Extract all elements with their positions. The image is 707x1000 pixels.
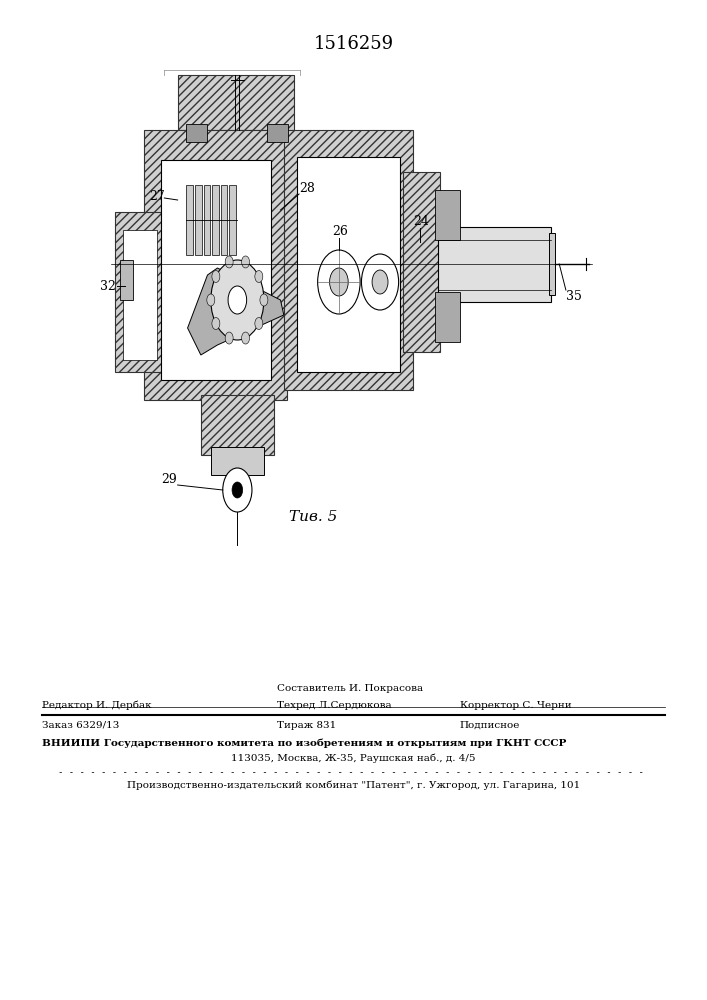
Circle shape [207, 294, 215, 306]
Bar [122, 230, 157, 360]
Bar [403, 172, 440, 352]
Text: 28: 28 [299, 182, 315, 195]
Bar [186, 185, 193, 255]
Bar [212, 185, 218, 255]
Bar [297, 157, 400, 372]
Text: Техред Л.Сердюкова: Техред Л.Сердюкова [277, 701, 392, 710]
Circle shape [232, 482, 243, 498]
Text: 1516259: 1516259 [313, 35, 394, 53]
Circle shape [372, 270, 388, 294]
Text: ВНИИПИ Государственного комитета по изобретениям и открытиям при ГКНТ СССР: ВНИИПИ Государственного комитета по изоб… [42, 738, 566, 748]
Bar [115, 212, 164, 372]
Text: Τив. 5: Τив. 5 [289, 510, 338, 524]
Circle shape [260, 294, 268, 306]
Text: 26: 26 [332, 225, 348, 238]
Circle shape [329, 268, 348, 296]
Bar [177, 75, 294, 130]
Circle shape [242, 332, 250, 344]
Text: Производственно-издательский комбинат "Патент", г. Ужгород, ул. Гагарина, 101: Производственно-издательский комбинат "П… [127, 780, 580, 790]
Text: Подписное: Подписное [460, 721, 520, 730]
Circle shape [225, 256, 233, 268]
Bar [549, 233, 554, 295]
Circle shape [242, 256, 250, 268]
Bar [144, 130, 287, 400]
Bar [186, 124, 207, 142]
Circle shape [255, 318, 263, 330]
Text: Составитель И. Покрасова: Составитель И. Покрасова [277, 684, 423, 693]
Text: 35: 35 [566, 290, 582, 303]
Bar [161, 160, 271, 380]
Bar [120, 260, 133, 300]
Bar [201, 395, 274, 455]
Circle shape [255, 270, 263, 282]
Circle shape [212, 318, 220, 330]
Circle shape [212, 270, 220, 282]
Text: 24: 24 [413, 215, 429, 228]
Circle shape [223, 468, 252, 512]
Circle shape [225, 332, 233, 344]
Text: Тираж 831: Тираж 831 [277, 721, 337, 730]
Bar [229, 185, 236, 255]
Text: 113035, Москва, Ж-35, Раушская наб., д. 4/5: 113035, Москва, Ж-35, Раушская наб., д. … [231, 754, 476, 763]
Circle shape [228, 286, 247, 314]
Circle shape [361, 254, 399, 310]
Circle shape [211, 260, 264, 340]
Bar [267, 124, 288, 142]
Bar [221, 185, 228, 255]
Text: 29: 29 [161, 473, 177, 486]
Text: Корректор С. Черни: Корректор С. Черни [460, 701, 571, 710]
Text: Заказ 6329/13: Заказ 6329/13 [42, 721, 119, 730]
Text: 27: 27 [149, 190, 165, 203]
Text: - - - - - - - - - - - - - - - - - - - - - - - - - - - - - - - - - - - - - - - - : - - - - - - - - - - - - - - - - - - - - … [58, 768, 649, 777]
Text: Редактор И. Дербак: Редактор И. Дербак [42, 700, 151, 710]
Text: 32: 32 [100, 280, 116, 293]
Circle shape [317, 250, 360, 314]
Polygon shape [187, 268, 284, 355]
Bar [435, 190, 460, 240]
Bar [435, 292, 460, 342]
Bar [195, 185, 201, 255]
Bar [211, 447, 264, 475]
Bar [438, 227, 551, 302]
Bar [284, 130, 413, 390]
Bar [204, 185, 210, 255]
